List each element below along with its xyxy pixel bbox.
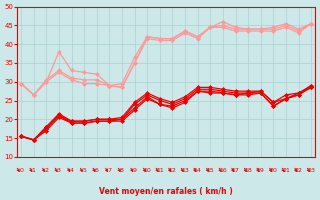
- X-axis label: Vent moyen/en rafales ( km/h ): Vent moyen/en rafales ( km/h ): [99, 187, 233, 196]
